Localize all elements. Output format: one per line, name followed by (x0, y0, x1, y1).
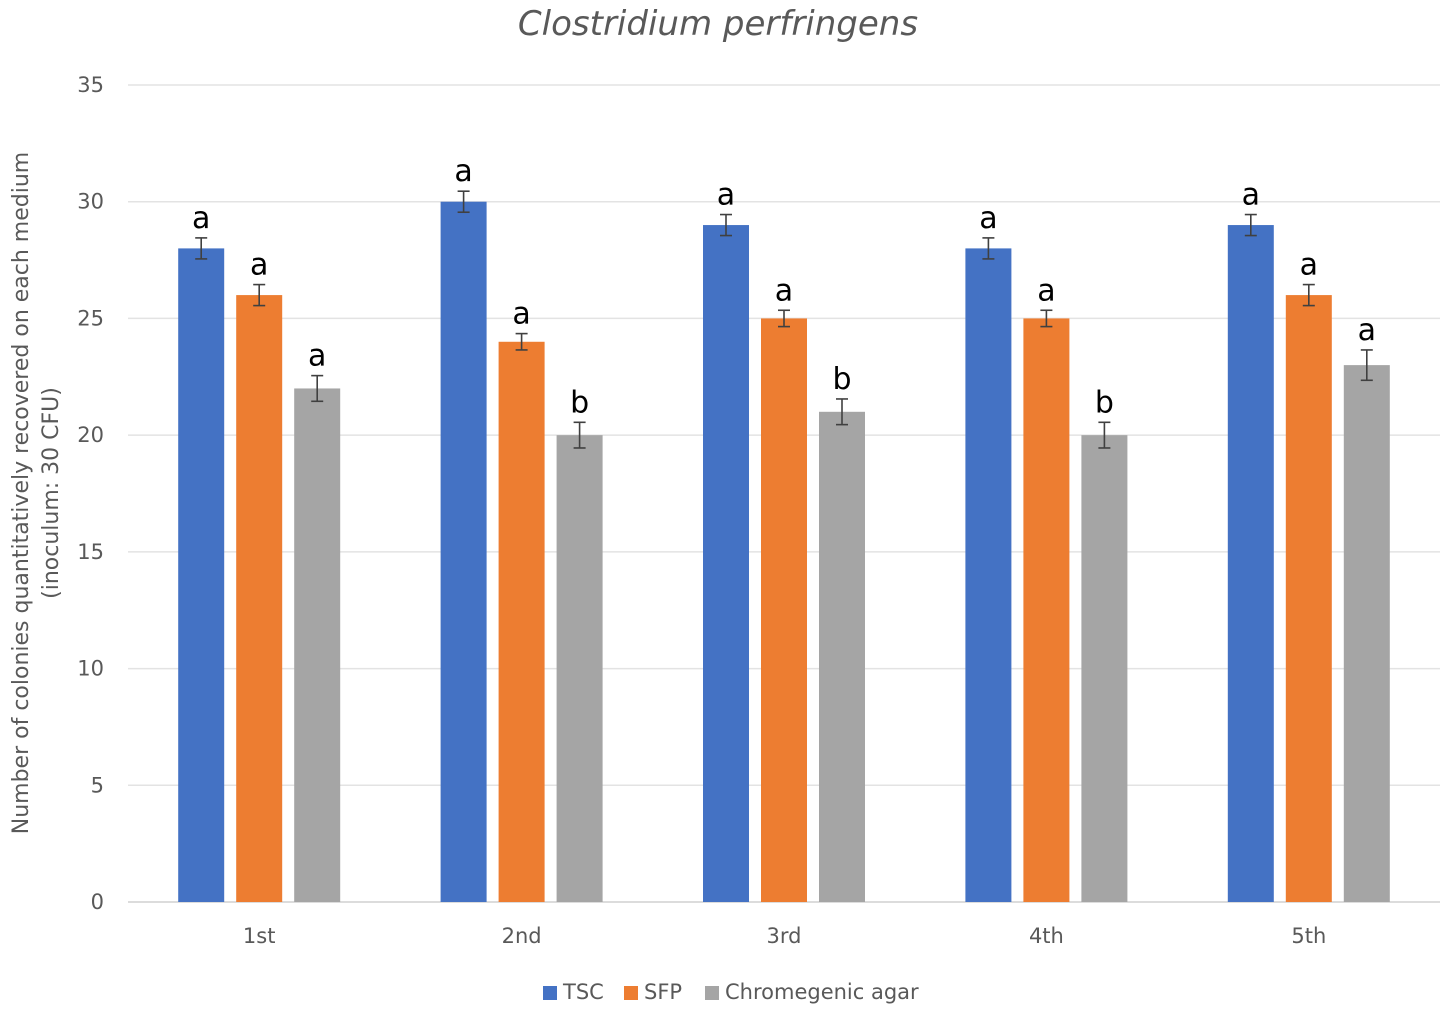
error-bar (1098, 421, 1111, 449)
error-bar (1040, 309, 1053, 328)
error-bar (1360, 349, 1373, 382)
bar-chromegenic-agar-2nd (556, 435, 603, 902)
significance-label: a (454, 154, 472, 189)
significance-label: a (250, 248, 268, 283)
legend-label: Chromegenic agar (725, 980, 919, 1004)
x-tick-label: 4th (1029, 924, 1064, 948)
significance-label: b (832, 362, 851, 397)
y-axis-label: Number of colonies quantitatively recove… (9, 152, 64, 834)
error-bar (1244, 213, 1257, 237)
error-bar (253, 283, 266, 307)
y-tick-label: 20 (77, 423, 104, 447)
bar-chromegenic-agar-5th (1343, 365, 1390, 903)
plot-area: a a a a a b a a b a a b a a a (178, 154, 1390, 903)
y-tick-label: 5 (91, 773, 104, 797)
bar-tsc-1st (178, 248, 225, 902)
error-bar (1302, 283, 1315, 307)
legend-swatch (624, 986, 638, 1000)
x-tick-label: 1st (243, 924, 276, 948)
y-tick-label: 30 (77, 190, 104, 214)
legend-label: TSC (562, 980, 604, 1004)
chart-title: Clostridium perfringens (518, 4, 918, 44)
error-bar (195, 237, 208, 260)
y-tick-label: 10 (77, 657, 104, 681)
error-bar (836, 398, 848, 426)
significance-label: a (1037, 273, 1055, 308)
y-axis-label-line-2: (inoculum: 30 CFU) (39, 387, 64, 599)
significance-label: a (717, 178, 735, 213)
x-tick-label: 5th (1291, 924, 1326, 948)
significance-label: a (308, 339, 326, 374)
bar-sfp-5th (1285, 295, 1332, 903)
error-bar (311, 374, 324, 403)
bar-chromegenic-agar-4th (1081, 435, 1128, 902)
error-bar (778, 309, 790, 328)
bar-tsc-3rd (703, 225, 749, 903)
significance-label: b (1095, 385, 1114, 420)
bar-tsc-5th (1227, 225, 1274, 903)
significance-label: a (512, 297, 530, 332)
legend-swatch (543, 986, 557, 1000)
bar-sfp-1st (236, 295, 283, 903)
bar-tsc-4th (965, 248, 1012, 902)
bar-tsc-2nd (440, 201, 487, 902)
y-tick-label: 35 (77, 73, 104, 97)
significance-label: a (979, 201, 997, 236)
bar-sfp-4th (1023, 318, 1070, 902)
significance-label: a (775, 273, 793, 308)
bar-sfp-3rd (761, 318, 807, 902)
significance-label: a (192, 201, 210, 236)
x-tick-label: 2nd (502, 924, 542, 948)
bar-chromegenic-agar-1st (294, 388, 341, 902)
significance-label: a (1358, 313, 1376, 348)
y-axis-label-line-1: Number of colonies quantitatively recove… (9, 152, 34, 834)
y-axis-ticks: 0 5 10 15 20 25 30 35 (77, 73, 104, 914)
legend-label: SFP (644, 980, 682, 1004)
bar-chromegenic-agar-3rd (819, 411, 865, 902)
legend: TSC SFP Chromegenic agar (543, 980, 919, 1004)
error-bar (720, 213, 732, 237)
x-axis-ticks: 1st 2nd 3rd 4th 5th (243, 924, 1326, 948)
error-bar (573, 421, 586, 449)
legend-swatch (705, 986, 719, 1000)
error-bar (982, 237, 995, 260)
significance-label: a (1242, 178, 1260, 213)
significance-label: b (570, 385, 589, 420)
y-tick-label: 25 (77, 306, 104, 330)
y-tick-label: 0 (91, 890, 104, 914)
significance-label: a (1300, 248, 1318, 283)
error-bar (515, 332, 528, 351)
x-tick-label: 3rd (767, 924, 802, 948)
error-bar (457, 190, 470, 214)
bar-sfp-2nd (498, 341, 545, 902)
y-tick-label: 15 (77, 540, 104, 564)
